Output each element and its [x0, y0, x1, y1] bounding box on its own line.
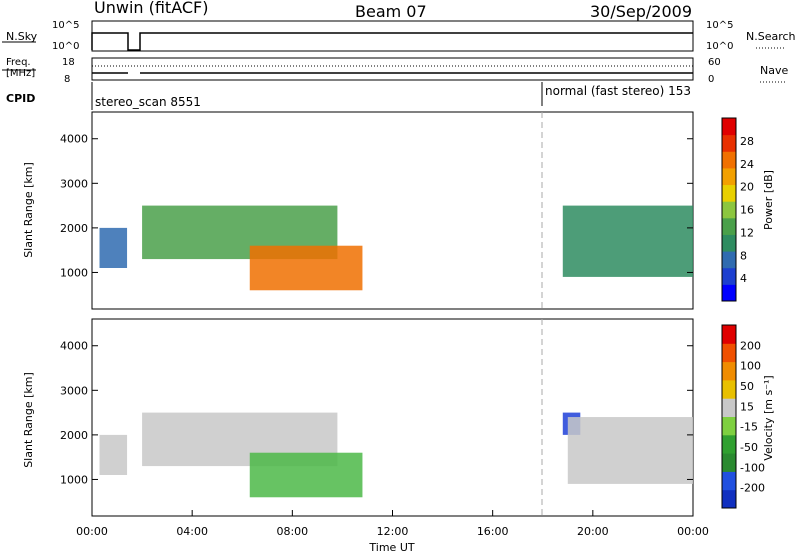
noise-sky-trace: [91, 32, 693, 51]
colorbar-tick-label: 12: [740, 226, 754, 239]
y-tick-label: 4000: [60, 340, 88, 353]
power-colorbar: 4 8 12 16 20 24 28: [721, 117, 754, 302]
colorbar-tick-label: 20: [740, 181, 754, 194]
colorbar-frame: [721, 324, 737, 509]
freq-right-tick-bottom: 0: [708, 74, 714, 85]
y-tick-label: 2000: [60, 222, 88, 235]
freq-label-line2: [MHz]: [6, 68, 35, 79]
colorbar-frame: [721, 117, 737, 302]
velocity-echo-region: [99, 434, 128, 475]
colorbar-swatch: [722, 361, 736, 381]
colorbar-tick-label: -15: [740, 421, 758, 434]
noise-right-tick-top: 10^5: [706, 20, 733, 31]
noise-left-tick-top: 10^5: [52, 20, 79, 31]
velocity-echo-region: [249, 452, 363, 498]
y-tick-label: 4000: [60, 133, 88, 146]
x-tick-label: 04:00: [176, 525, 208, 538]
colorbar-tick-label: 28: [740, 135, 754, 148]
y-tick-label: 1000: [60, 473, 88, 486]
velocity-y-ticks: 1000 2000 3000 4000: [60, 340, 693, 486]
colorbar-swatch: [722, 284, 736, 302]
colorbar-tick-label: 200: [740, 339, 761, 352]
cpid-label: CPID: [6, 92, 35, 105]
noise-frame: [91, 20, 694, 52]
colorbar-swatch: [722, 267, 736, 285]
velocity-panel: 1000 2000 3000 4000 Slant Range [km] 200 100…: [22, 318, 775, 517]
time-axis-label: Time UT: [368, 541, 414, 554]
colorbar-swatch: [722, 234, 736, 252]
velocity-echo-region: [567, 417, 693, 484]
colorbar-tick-label: -200: [740, 482, 765, 495]
power-echo-region: [249, 245, 363, 291]
power-echo-regions: [99, 205, 693, 291]
colorbar-swatch: [722, 151, 736, 169]
colorbar-swatch: [722, 118, 736, 136]
noise-left-tick-bottom: 10^0: [52, 41, 79, 52]
cpid-panel: CPID stereo_scan 8551 normal (fast stere…: [6, 82, 691, 110]
colorbar-swatch: [722, 398, 736, 417]
colorbar-tick-label: 4: [740, 272, 747, 285]
power-y-ticks: 1000 2000 3000 4000: [60, 133, 693, 279]
x-tick-label: 20:00: [577, 525, 609, 538]
cpid-mode2-name: normal (fast stereo) 153: [545, 84, 691, 98]
velocity-ylabel: Slant Range [km]: [22, 372, 35, 468]
colorbar-tick-label: 16: [740, 204, 754, 217]
power-panel: 1000 2000 3000 4000 Slant Range [km] 4 8 12 16…: [22, 111, 775, 310]
colorbar-swatch: [722, 343, 736, 363]
freq-panel: Freq. [MHz] 18 8 60 0 Nave: [2, 57, 788, 85]
freq-right-tick-top: 60: [708, 57, 721, 68]
time-axis: 00:00 04:00 08:00 12:00 16:00 20:00 00:00: [76, 510, 709, 538]
beam-title: Beam 07: [355, 2, 427, 21]
colorbar-swatch: [722, 251, 736, 269]
colorbar-swatch: [722, 471, 736, 491]
colorbar-tick-label: 15: [740, 400, 754, 413]
freq-frame: [91, 57, 694, 81]
y-tick-label: 1000: [60, 266, 88, 279]
colorbar-tick-label: 24: [740, 158, 754, 171]
colorbar-swatch: [722, 453, 736, 472]
freq-label-line1: Freq.: [6, 57, 31, 68]
x-tick-label: 12:00: [377, 525, 409, 538]
colorbar-swatch: [722, 201, 736, 219]
colorbar-swatch: [722, 167, 736, 186]
power-colorbar-label: Power [dB]: [762, 170, 775, 230]
cpid-mode1-name: stereo_scan 8551: [95, 95, 201, 109]
velocity-colorbar: 200 100 50 15 -15 -50 -100 -200: [721, 324, 765, 509]
power-ylabel: Slant Range [km]: [22, 162, 35, 258]
colorbar-swatch: [722, 489, 736, 509]
freq-right-label: Nave: [760, 64, 788, 77]
colorbar-tick-label: -100: [740, 461, 765, 474]
x-tick-label: 00:00: [76, 525, 108, 538]
station-title: Unwin (fitACF): [94, 0, 208, 17]
y-tick-label: 3000: [60, 177, 88, 190]
colorbar-tick-label: 50: [740, 380, 754, 393]
noise-right-tick-bottom: 10^0: [706, 41, 733, 52]
x-tick-label: 00:00: [677, 525, 709, 538]
colorbar-swatch: [722, 416, 736, 436]
freq-left-tick-top: 18: [62, 57, 75, 68]
date-title: 30/Sep/2009: [590, 2, 692, 21]
power-echo-region: [562, 205, 693, 277]
x-tick-label: 16:00: [477, 525, 509, 538]
colorbar-swatch: [722, 134, 736, 152]
velocity-echo-regions: [99, 412, 693, 498]
colorbar-swatch: [722, 184, 736, 202]
colorbar-swatch: [722, 434, 736, 454]
y-tick-label: 3000: [60, 384, 88, 397]
freq-left-tick-bottom: 8: [64, 74, 70, 85]
colorbar-swatch: [722, 217, 736, 235]
colorbar-swatch: [722, 379, 736, 399]
noise-left-label: N.Sky: [6, 30, 38, 43]
colorbar-swatch: [722, 325, 736, 344]
noise-right-label: N.Search: [746, 30, 796, 43]
noise-panel: N.Sky 10^5 10^0 10^5 10^0 N.Search: [2, 20, 796, 52]
y-tick-label: 2000: [60, 429, 88, 442]
velocity-colorbar-label: Velocity [m s⁻¹]: [762, 375, 775, 460]
x-tick-label: 08:00: [276, 525, 308, 538]
colorbar-tick-label: 8: [740, 249, 747, 262]
colorbar-tick-label: 100: [740, 360, 761, 373]
power-echo-region: [99, 227, 128, 268]
colorbar-tick-label: -50: [740, 441, 758, 454]
